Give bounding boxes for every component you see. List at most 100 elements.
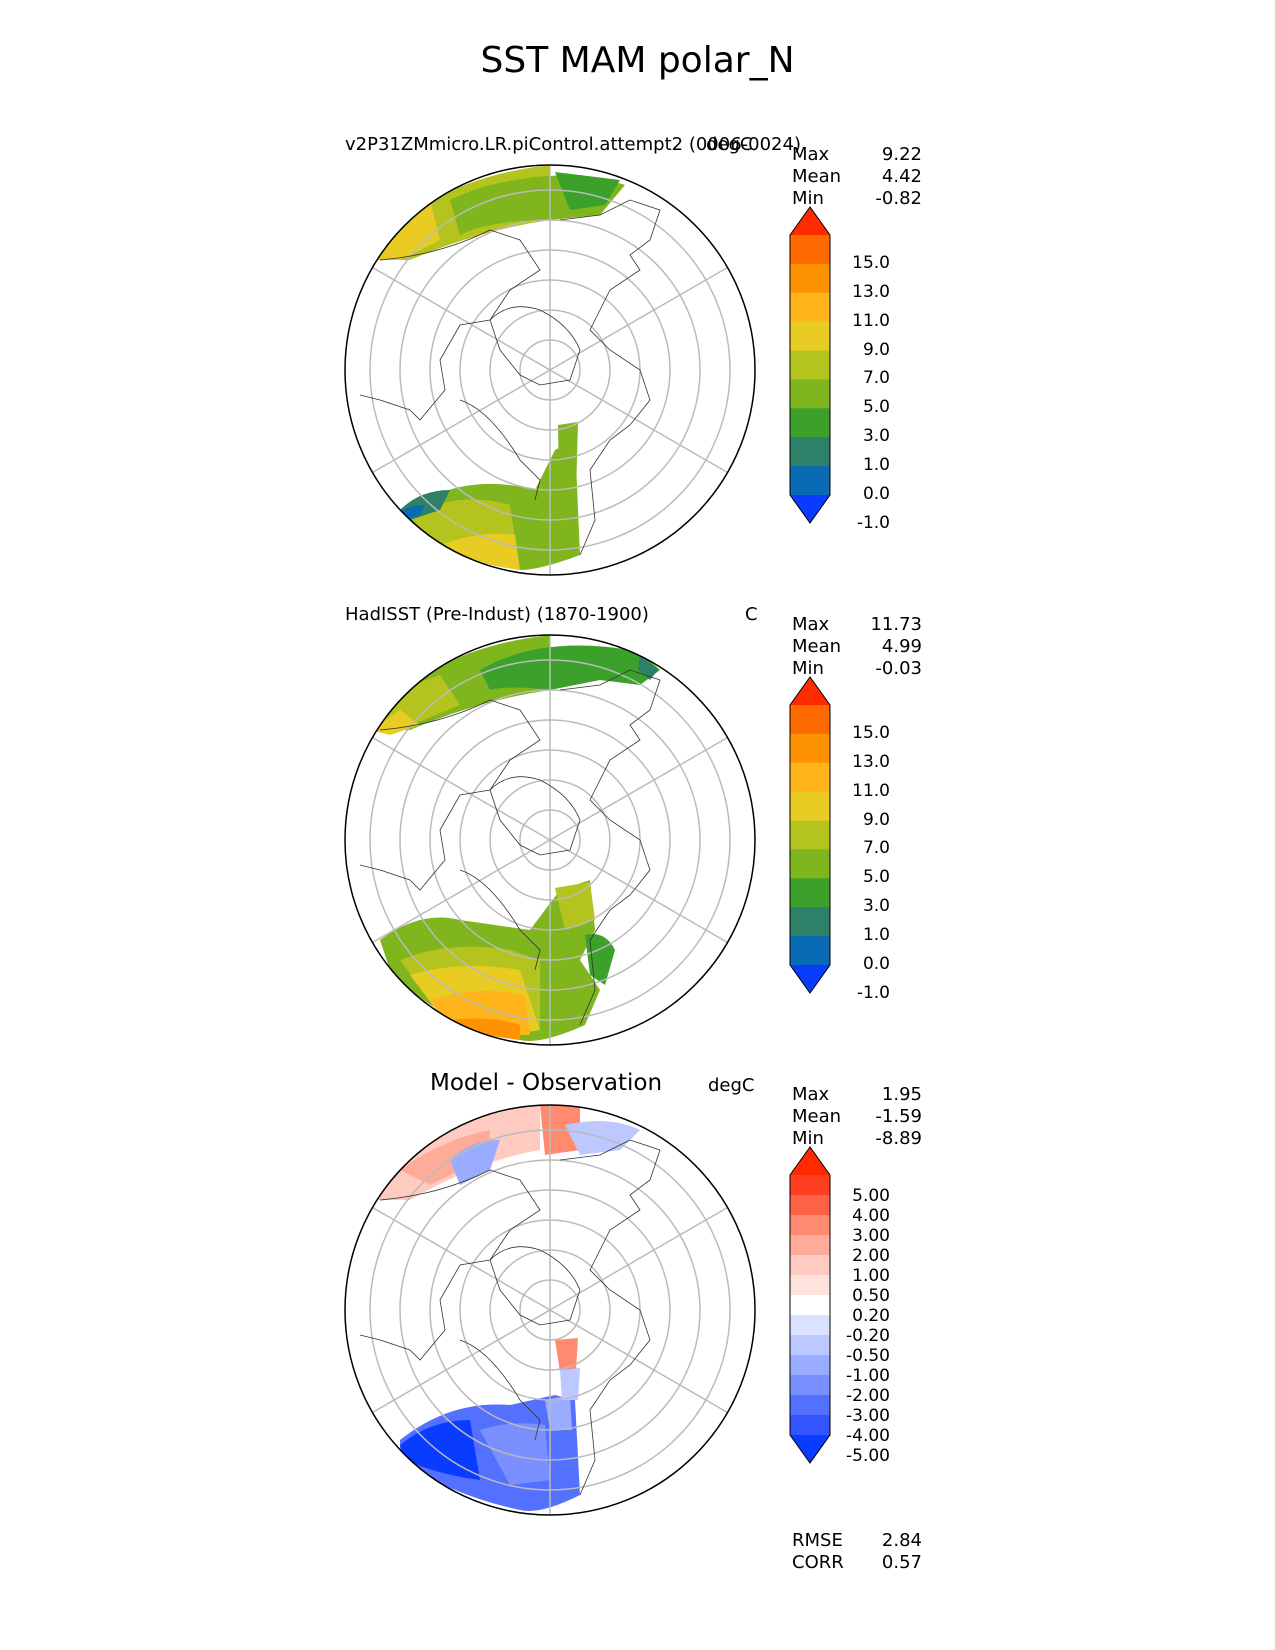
colorbar-tick-label: -1.0 — [856, 512, 890, 533]
colorbar-segment — [790, 936, 830, 966]
colorbar-segment — [790, 878, 830, 908]
colorbar-segment — [790, 235, 830, 265]
colorbar-segment — [790, 705, 830, 735]
colorbar-extend-top — [790, 1147, 830, 1175]
corr-label: CORR — [792, 1552, 844, 1573]
colorbar-outline — [789, 1146, 831, 1464]
polar-map-model — [344, 164, 756, 576]
colorbar-difference — [789, 1146, 831, 1464]
colorbar-segment — [790, 437, 830, 467]
colorbar-tick-label: 9.0 — [862, 339, 890, 360]
figure-title: SST MAM polar_N — [480, 40, 795, 81]
stat-min-value: -0.82 — [875, 188, 922, 209]
colorbar-tick-label: -0.50 — [846, 1346, 890, 1366]
colorbar-tick-label: 5.00 — [852, 1186, 890, 1206]
colorbar-segment — [790, 1175, 830, 1196]
colorbar-segment — [790, 321, 830, 352]
colorbar-tick-label: -1.0 — [856, 982, 890, 1003]
colorbar-segment — [790, 1255, 830, 1276]
panel-difference-stats: Max 1.95 Mean -1.59 Min -8.89 — [792, 1084, 922, 1150]
stat-mean-label: Mean — [792, 1106, 842, 1127]
colorbar-difference-labels: 5.00 4.00 3.00 2.00 1.00 0.50 0.20 -0.20 -0.50 -1… — [840, 1145, 890, 1466]
colorbar-extend-top — [790, 677, 830, 705]
colorbar-tick-label: 0.50 — [852, 1286, 890, 1306]
colorbar-tick-label: 0.0 — [862, 954, 890, 974]
colorbar-segment — [790, 350, 830, 380]
stat-max-value: 9.22 — [881, 144, 922, 165]
difference-metrics: RMSE 2.84 CORR 0.57 — [792, 1530, 922, 1574]
stat-mean-value: 4.42 — [881, 166, 922, 187]
colorbar-segment — [790, 1275, 830, 1296]
colorbar-segment — [790, 907, 830, 937]
rmse-label: RMSE — [792, 1530, 843, 1551]
colorbar-segment — [790, 1215, 830, 1236]
colorbar-segment — [790, 1295, 830, 1316]
stat-min-label: Min — [792, 658, 824, 679]
stat-mean-value: 4.99 — [881, 636, 922, 657]
panel-observation-units: C — [745, 604, 758, 625]
colorbar-segment — [790, 292, 830, 323]
colorbar-tick-label: 1.00 — [852, 1266, 890, 1286]
corr-value: 0.57 — [881, 1552, 922, 1573]
colorbar-tick-label: 1.0 — [862, 455, 890, 476]
colorbar-segment — [790, 791, 830, 822]
colorbar-segment — [790, 1375, 830, 1396]
stat-max-label: Max — [792, 614, 830, 635]
rmse-value: 2.84 — [881, 1530, 922, 1551]
stat-max-label: Max — [792, 144, 830, 165]
colorbar-observation — [789, 676, 831, 994]
colorbar-tick-label: 13.0 — [852, 281, 890, 302]
colorbar-tick-label: 4.00 — [852, 1206, 890, 1226]
colorbar-tick-label: -1.00 — [846, 1366, 890, 1386]
colorbar-tick-label: 11.0 — [852, 310, 890, 331]
panel-model: v2P31ZMmicro.LR.piControl.attempt2 (0006… — [0, 0, 1275, 576]
panel-observation: HadISST (Pre-Indust) (1870-1900) C Max 11… — [0, 470, 1275, 1046]
colorbar-tick-label: 7.0 — [862, 838, 890, 859]
panel-model-stats: Max 9.22 Mean 4.42 Min -0.82 — [792, 144, 922, 210]
stat-min-value: -8.89 — [875, 1128, 922, 1149]
colorbar-tick-label: 11.0 — [852, 780, 890, 801]
colorbar-tick-label: 7.0 — [862, 368, 890, 389]
colorbar-tick-label: 3.0 — [862, 896, 890, 917]
colorbar-segment — [790, 263, 830, 294]
colorbar-tick-label: -2.00 — [846, 1386, 890, 1406]
colorbar-segment — [790, 820, 830, 850]
colorbar-extend-bottom — [790, 1435, 830, 1463]
colorbar-segment — [790, 408, 830, 438]
stat-mean-value: -1.59 — [875, 1106, 922, 1127]
colorbar-extend-top — [790, 207, 830, 235]
colorbar-segment — [790, 379, 830, 409]
stat-mean-label: Mean — [792, 636, 842, 657]
colorbar-tick-label: 13.0 — [852, 751, 890, 772]
colorbar-segment — [790, 1395, 830, 1416]
colorbar-tick-label: -0.20 — [846, 1326, 890, 1346]
colorbar-tick-label: 5.0 — [862, 397, 890, 418]
colorbar-extend-bottom — [790, 495, 830, 523]
colorbar-segment — [790, 1235, 830, 1256]
colorbar-outline — [789, 206, 831, 524]
polar-map-observation — [344, 634, 756, 1046]
colorbar-tick-label: 15.0 — [852, 252, 890, 273]
panel-difference-units: degC — [708, 1075, 755, 1096]
colorbar-tick-label: 0.20 — [852, 1306, 890, 1326]
colorbar-segment — [790, 849, 830, 879]
stat-max-label: Max — [792, 1084, 830, 1105]
colorbar-tick-label: 15.0 — [852, 722, 890, 743]
colorbar-segment — [790, 1355, 830, 1376]
panel-model-title: v2P31ZMmicro.LR.piControl.attempt2 (0006… — [345, 134, 801, 155]
panel-observation-title: HadISST (Pre-Indust) (1870-1900) — [345, 604, 649, 625]
colorbar-model — [789, 206, 831, 524]
panel-model-units: degC — [706, 134, 753, 155]
stat-min-label: Min — [792, 188, 824, 209]
colorbar-tick-label: 2.00 — [852, 1246, 890, 1266]
panel-observation-stats: Max 11.73 Mean 4.99 Min -0.03 — [792, 614, 922, 680]
colorbar-segment — [790, 1315, 830, 1336]
colorbar-tick-label: 3.0 — [862, 426, 890, 447]
colorbar-segment — [790, 1195, 830, 1216]
polar-map-difference — [344, 1104, 756, 1516]
colorbar-segment — [790, 762, 830, 793]
colorbar-tick-label: -4.00 — [846, 1426, 890, 1446]
stat-min-label: Min — [792, 1128, 824, 1149]
colorbar-segment — [790, 1335, 830, 1356]
colorbar-tick-label: 9.0 — [862, 809, 890, 830]
